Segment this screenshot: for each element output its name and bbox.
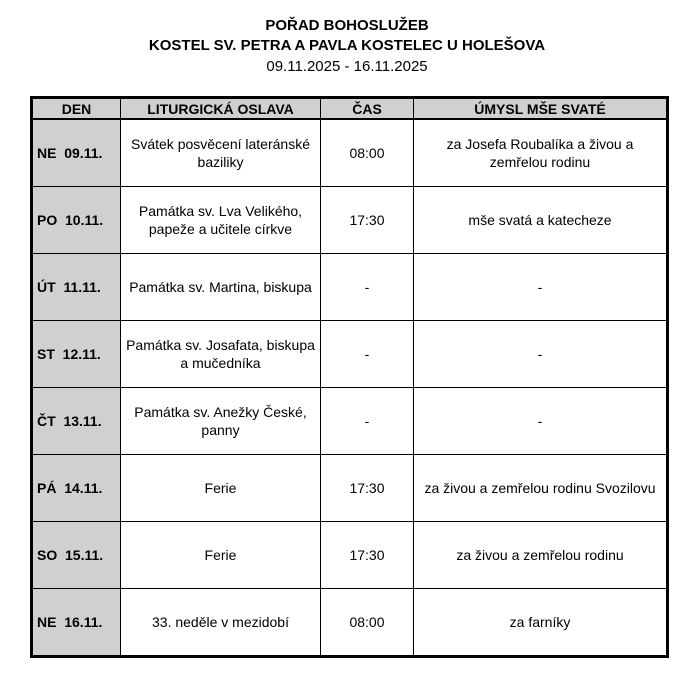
day-cell: SO 15.11. [31, 521, 121, 589]
date-range: 09.11.2025 - 16.11.2025 [266, 58, 428, 75]
table-header-row: DEN LITURGICKÁ OSLAVA ČAS ÚMYSL MŠE SVAT… [31, 97, 668, 120]
table-row: PO 10.11. Památka sv. Lva Velikého, papež… [31, 186, 668, 254]
intention-cell: za živou a zemřelou rodinu Svozilovu [413, 454, 668, 522]
day-cell: PO 10.11. [31, 186, 121, 254]
celebration-cell: Památka sv. Josafata, biskupa a mučedník… [120, 320, 321, 388]
day-cell: NE 16.11. [31, 588, 121, 657]
table-row: SO 15.11. Ferie 17:30 za živou a zemřelou r… [31, 521, 668, 589]
time-cell: 08:00 [320, 118, 414, 187]
celebration-cell: Památka sv. Martina, biskupa [120, 253, 321, 321]
schedule-table: DEN LITURGICKÁ OSLAVA ČAS ÚMYSL MŠE SVAT… [30, 96, 669, 658]
day-cell: PÁ 14.11. [31, 454, 121, 522]
time-cell: 17:30 [320, 454, 414, 522]
day-cell: ČT 13.11. [31, 387, 121, 455]
intention-cell: za Josefa Roubalíka a živou a zemřelou r… [413, 118, 668, 187]
table-row: ÚT 11.11. Památka sv. Martina, biskupa - - [31, 253, 668, 321]
column-header-celebration: LITURGICKÁ OSLAVA [120, 97, 321, 120]
time-cell: 17:30 [320, 521, 414, 589]
celebration-cell: Památka sv. Anežky České, panny [120, 387, 321, 455]
column-header-day: DEN [31, 97, 121, 120]
time-cell: - [320, 387, 414, 455]
intention-cell: - [413, 253, 668, 321]
table-row: ČT 13.11. Památka sv. Anežky České, panny… [31, 387, 668, 455]
column-header-intention: ÚMYSL MŠE SVATÉ [413, 97, 668, 120]
day-cell: ÚT 11.11. [31, 253, 121, 321]
time-cell: 08:00 [320, 588, 414, 657]
celebration-cell: 33. neděle v mezidobí [120, 588, 321, 657]
intention-cell: mše svatá a katecheze [413, 186, 668, 254]
document-title: POŘAD BOHOSLUŽEB [265, 17, 429, 34]
intention-cell: za živou a zemřelou rodinu [413, 521, 668, 589]
column-header-time: ČAS [320, 97, 414, 120]
church-name: KOSTEL SV. PETRA A PAVLA KOSTELEC U HOLE… [148, 37, 546, 54]
celebration-cell: Ferie [120, 454, 321, 522]
intention-cell: - [413, 387, 668, 455]
time-cell: - [320, 320, 414, 388]
celebration-cell: Svátek posvěcení lateránské baziliky [120, 118, 321, 187]
celebration-cell: Ferie [120, 521, 321, 589]
celebration-cell: Památka sv. Lva Velikého, papeže a učite… [120, 186, 321, 254]
intention-cell: - [413, 320, 668, 388]
time-cell: 17:30 [320, 186, 414, 254]
table-row: PÁ 14.11. Ferie 17:30 za živou a zemřelou r… [31, 454, 668, 522]
intention-cell: za farníky [413, 588, 668, 657]
day-cell: ST 12.11. [31, 320, 121, 388]
day-cell: NE 09.11. [31, 118, 121, 187]
table-row: NE 16.11. 33. neděle v mezidobí 08:00 za fa… [31, 588, 668, 657]
table-row: ST 12.11. Památka sv. Josafata, biskupa a… [31, 320, 668, 388]
table-row: NE 09.11. Svátek posvěcení lateránské baz… [31, 118, 668, 187]
time-cell: - [320, 253, 414, 321]
